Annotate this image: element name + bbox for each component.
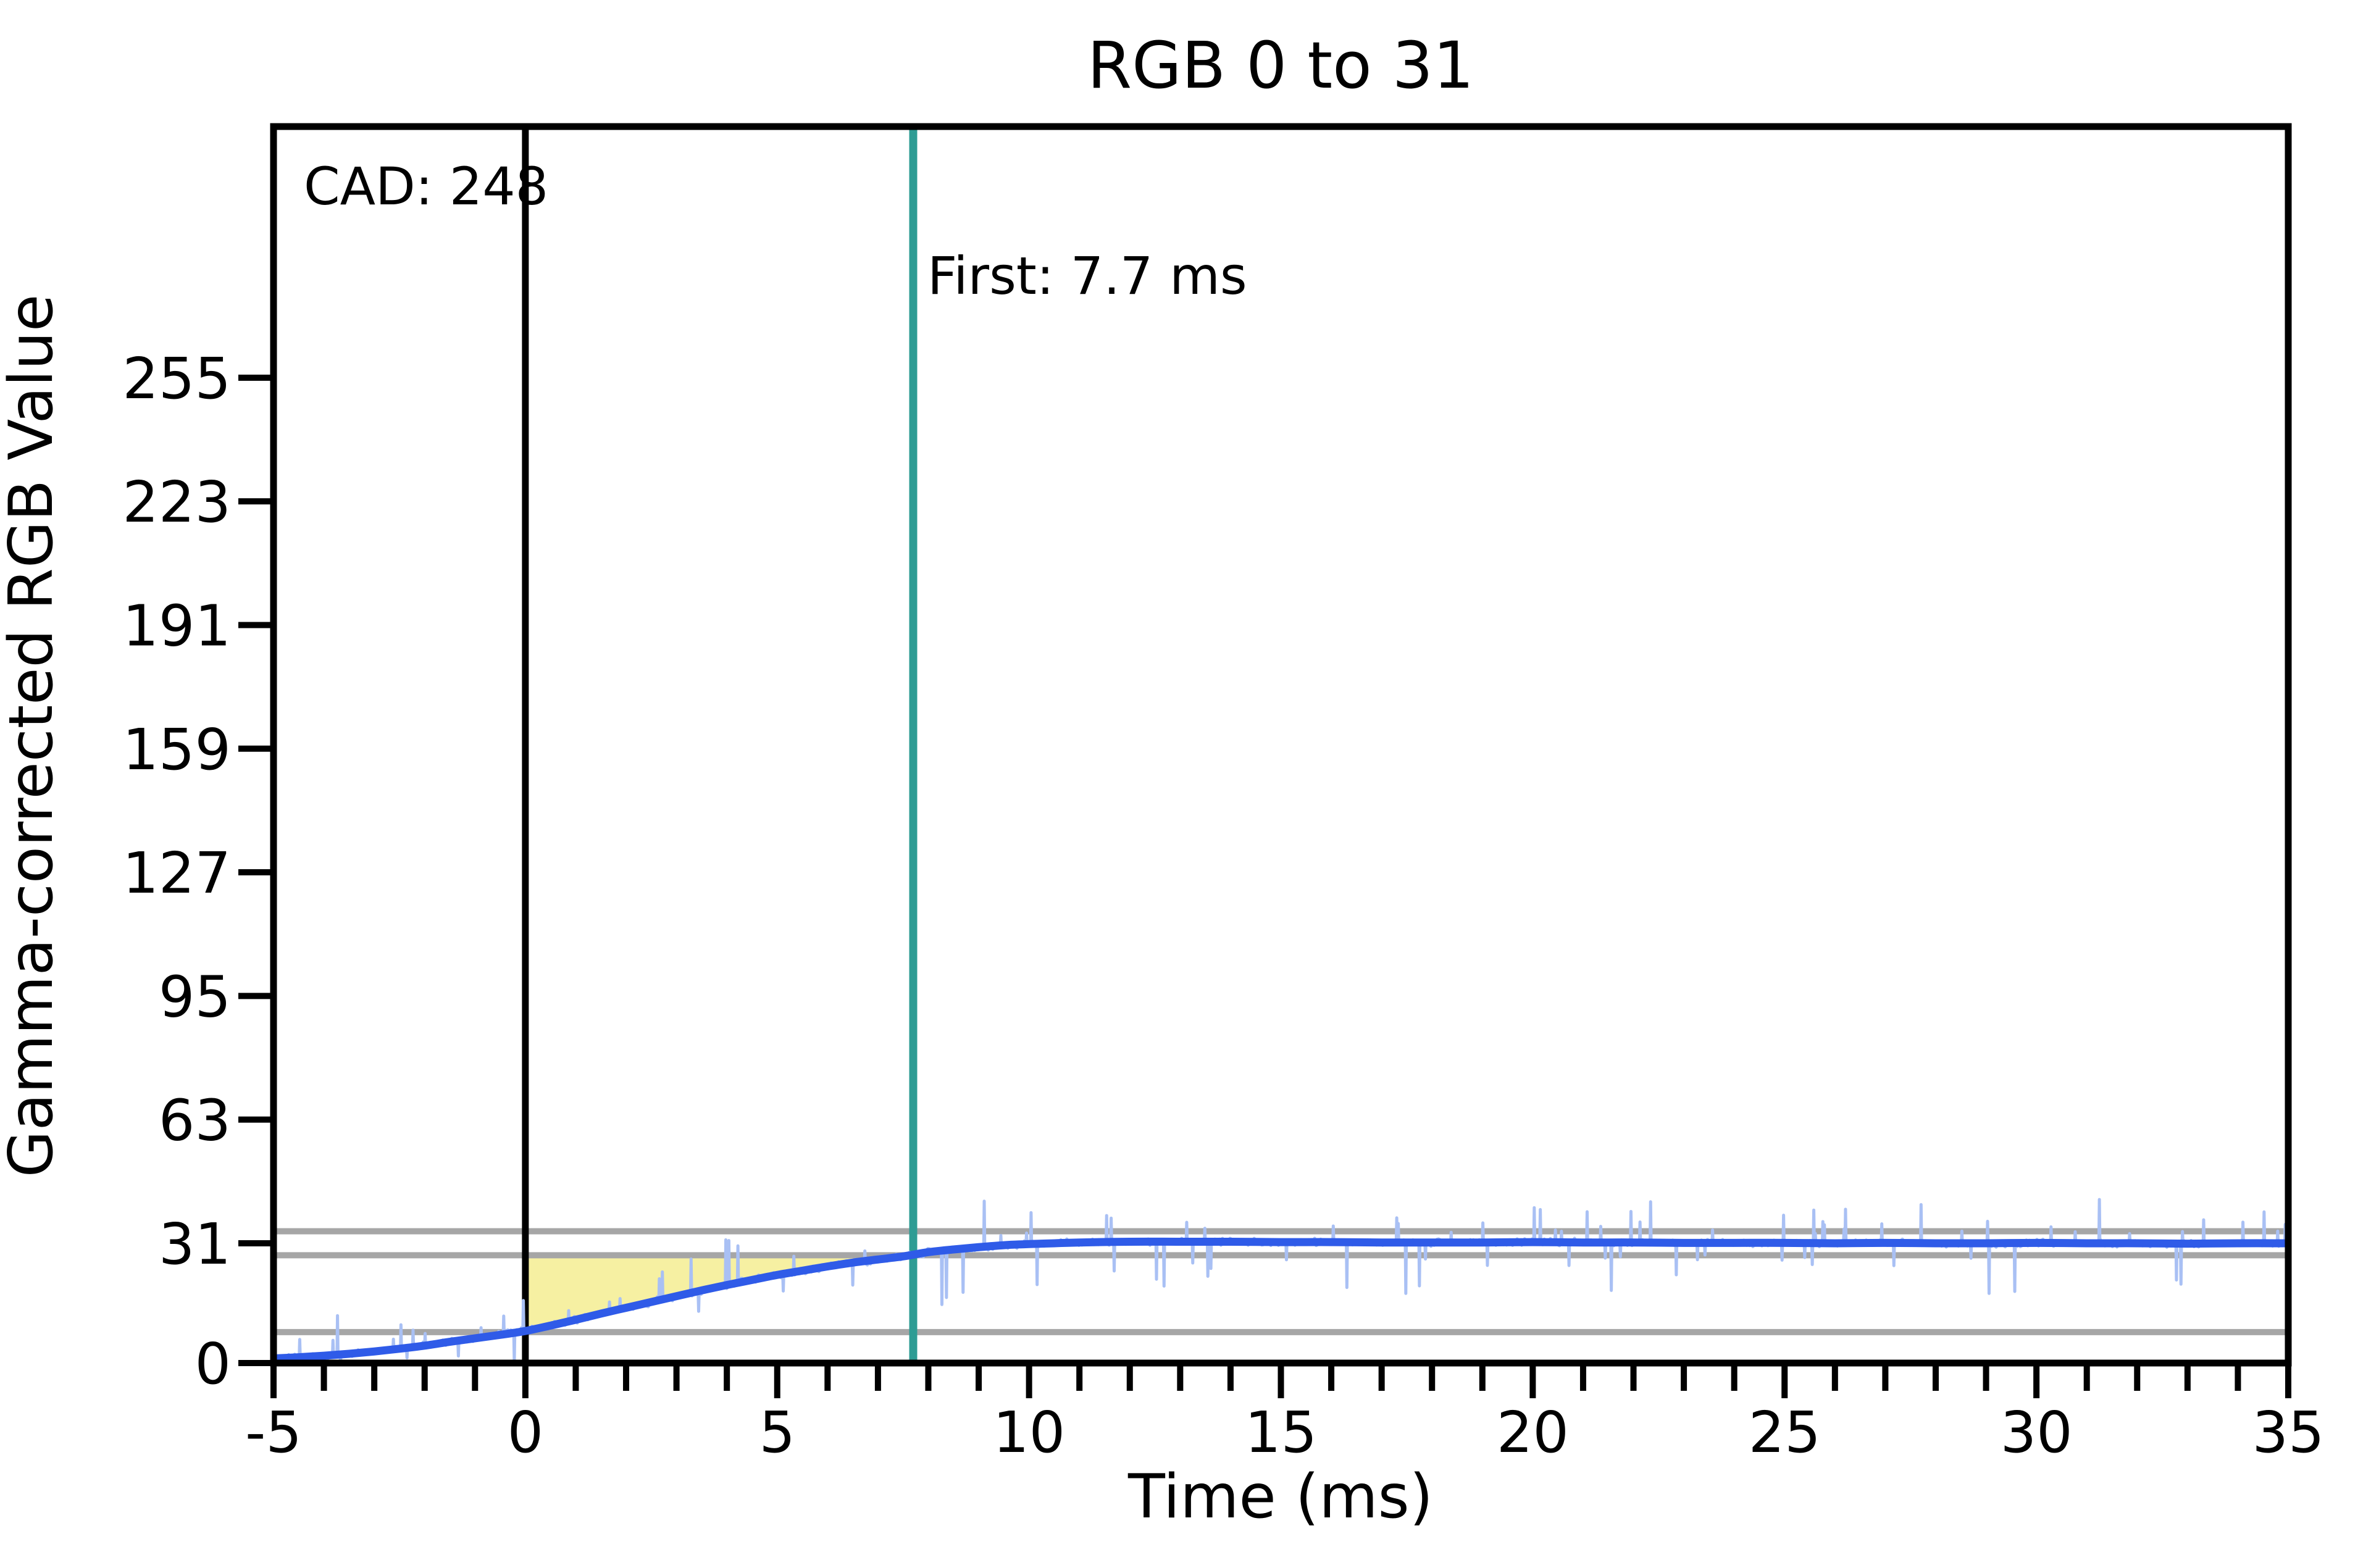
x-tick-label: -5 [245,1399,302,1466]
plot-border [270,123,2292,1367]
cad-annotation: CAD: 248 [304,156,548,217]
y-axis-title: Gamma-corrected RGB Value [0,294,67,1178]
y-tick-label: 255 [122,346,231,412]
y-tick-label: 223 [122,469,231,535]
x-tick-label: 0 [508,1399,544,1466]
first-response-annotation: First: 7.7 ms [927,246,1247,306]
y-tick-label: 127 [122,840,231,906]
x-tick-label: 25 [1749,1399,1821,1466]
y-tick-label: 159 [122,717,231,783]
chart-title: RGB 0 to 31 [1087,28,1474,103]
response-curve [274,1237,2288,1362]
y-tick-label: 31 [159,1211,231,1277]
y-tick-label: 0 [194,1331,231,1397]
y-tick-label: 63 [159,1088,231,1154]
x-tick-label: 20 [1497,1399,1569,1466]
x-tick-label: 5 [759,1399,795,1466]
x-tick-label: 10 [993,1399,1065,1466]
y-tick-label: 95 [159,964,231,1030]
x-axis-title: Time (ms) [1127,1462,1433,1532]
x-tick-label: 35 [2252,1399,2324,1466]
cumulative-deviation-area [525,1255,911,1332]
y-tick-label: 191 [122,593,231,659]
x-tick-label: 30 [2001,1399,2073,1466]
x-tick-label: 15 [1245,1399,1317,1466]
